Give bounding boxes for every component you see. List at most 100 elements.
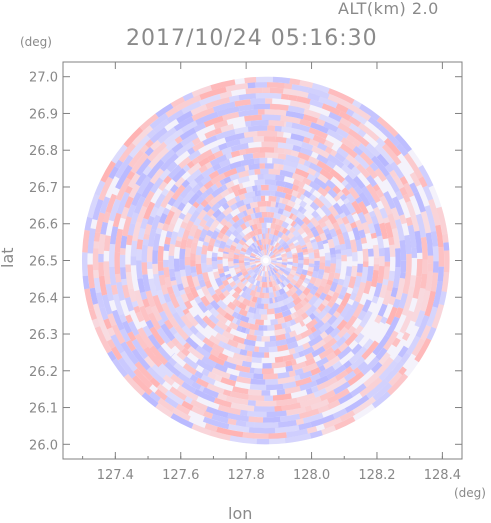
radar-bin xyxy=(270,336,276,342)
radar-bin xyxy=(384,247,390,261)
radar-bin xyxy=(262,88,270,93)
y-tick-label: 26.0 xyxy=(29,438,58,453)
radar-bin xyxy=(163,260,169,268)
radar-bin xyxy=(201,263,207,273)
radar-bin xyxy=(277,131,284,137)
radar-bin xyxy=(273,164,279,170)
radar-bin xyxy=(185,257,191,266)
radar-bin xyxy=(120,248,126,255)
radar-bin xyxy=(368,249,374,257)
radar-bin xyxy=(269,438,285,444)
radar-bin xyxy=(428,256,433,264)
radar-bin xyxy=(185,247,191,257)
radar-bin xyxy=(136,249,142,261)
radar-bin xyxy=(261,185,269,191)
radar-bin xyxy=(330,248,336,256)
radar-bin xyxy=(93,248,99,270)
radar-bin xyxy=(362,249,368,262)
radar-bin xyxy=(320,256,326,262)
radar-bin xyxy=(217,257,223,260)
radar-bin xyxy=(158,261,164,271)
radar-bin xyxy=(433,246,439,261)
radar-bin xyxy=(252,185,258,191)
radar-bin xyxy=(382,279,388,286)
radar-bin xyxy=(379,248,385,256)
y-tick-label: 26.7 xyxy=(29,181,58,196)
radar-bin xyxy=(256,336,262,342)
radar-bin xyxy=(120,255,126,268)
radar-bin xyxy=(274,406,282,412)
radar-bin xyxy=(266,287,269,293)
radar-bin xyxy=(254,330,263,336)
radar-bin xyxy=(319,262,325,269)
radar-bin xyxy=(228,261,234,267)
radar-bin xyxy=(411,248,417,258)
radar-bin xyxy=(265,341,276,347)
radar-bin xyxy=(269,185,278,191)
radar-bin xyxy=(325,252,331,260)
radar-bin xyxy=(248,416,263,422)
radar-bin xyxy=(269,196,277,202)
radar-bin xyxy=(258,109,265,115)
radar-bin xyxy=(255,82,267,88)
radar-bin xyxy=(275,356,284,363)
y-tick-label: 26.1 xyxy=(29,402,58,417)
radar-bin xyxy=(281,94,289,100)
radar-bin xyxy=(335,249,341,254)
radar-bin xyxy=(298,257,304,260)
radar-bin xyxy=(314,261,320,266)
radar-bin xyxy=(379,256,385,266)
radar-bin xyxy=(265,163,274,169)
radar-bin xyxy=(267,325,275,331)
radar-bin xyxy=(270,319,278,325)
radar-bin xyxy=(263,298,270,304)
radar-bin xyxy=(336,259,342,269)
y-tick-label: 26.6 xyxy=(29,218,58,233)
radar-bin xyxy=(331,257,336,263)
radar-bin xyxy=(270,88,284,94)
radar-bin xyxy=(259,206,266,212)
radar-bin xyxy=(262,368,274,374)
radar-bin xyxy=(256,77,273,83)
radar-bin xyxy=(254,179,265,185)
radar-bin xyxy=(263,417,281,423)
radar-bin xyxy=(264,304,269,309)
radar-bin xyxy=(400,261,406,273)
radar-bin xyxy=(400,272,406,278)
x-tick-label: 127.6 xyxy=(162,468,199,483)
radar-bin xyxy=(212,257,218,261)
radar-bin xyxy=(264,293,269,299)
radar-bin xyxy=(120,267,126,279)
radar-bin xyxy=(341,250,347,255)
radar-bin xyxy=(98,254,104,262)
radar-bin xyxy=(250,98,265,104)
y-tick-label: 26.8 xyxy=(29,144,58,159)
radar-bin xyxy=(271,201,277,207)
radar-bin xyxy=(346,249,352,257)
radar-bin xyxy=(395,248,401,267)
radar-bin xyxy=(265,379,278,385)
radar-bin xyxy=(253,152,266,158)
radar-bin xyxy=(152,264,158,275)
radar-bin xyxy=(266,233,270,239)
radar-bin xyxy=(164,244,170,251)
y-tick-label: 26.3 xyxy=(29,328,58,343)
radar-bin xyxy=(250,379,265,385)
radar-bin xyxy=(443,242,449,251)
radar-bin xyxy=(175,240,182,247)
radar-bin xyxy=(265,179,276,185)
radar-bin xyxy=(259,147,274,153)
radar-bin xyxy=(261,196,265,202)
radar-bin xyxy=(340,244,346,251)
radar-bin xyxy=(263,287,266,293)
radar-bin xyxy=(245,121,251,127)
radar-bin xyxy=(314,258,319,261)
radar-bin xyxy=(115,274,121,283)
radar-bin xyxy=(109,244,115,267)
radar-bin xyxy=(259,158,267,164)
radar-bin xyxy=(388,237,394,245)
radar-bin xyxy=(267,82,285,88)
radar-bin xyxy=(257,196,262,202)
radar-bin xyxy=(363,261,369,267)
radar-bin xyxy=(190,260,196,267)
